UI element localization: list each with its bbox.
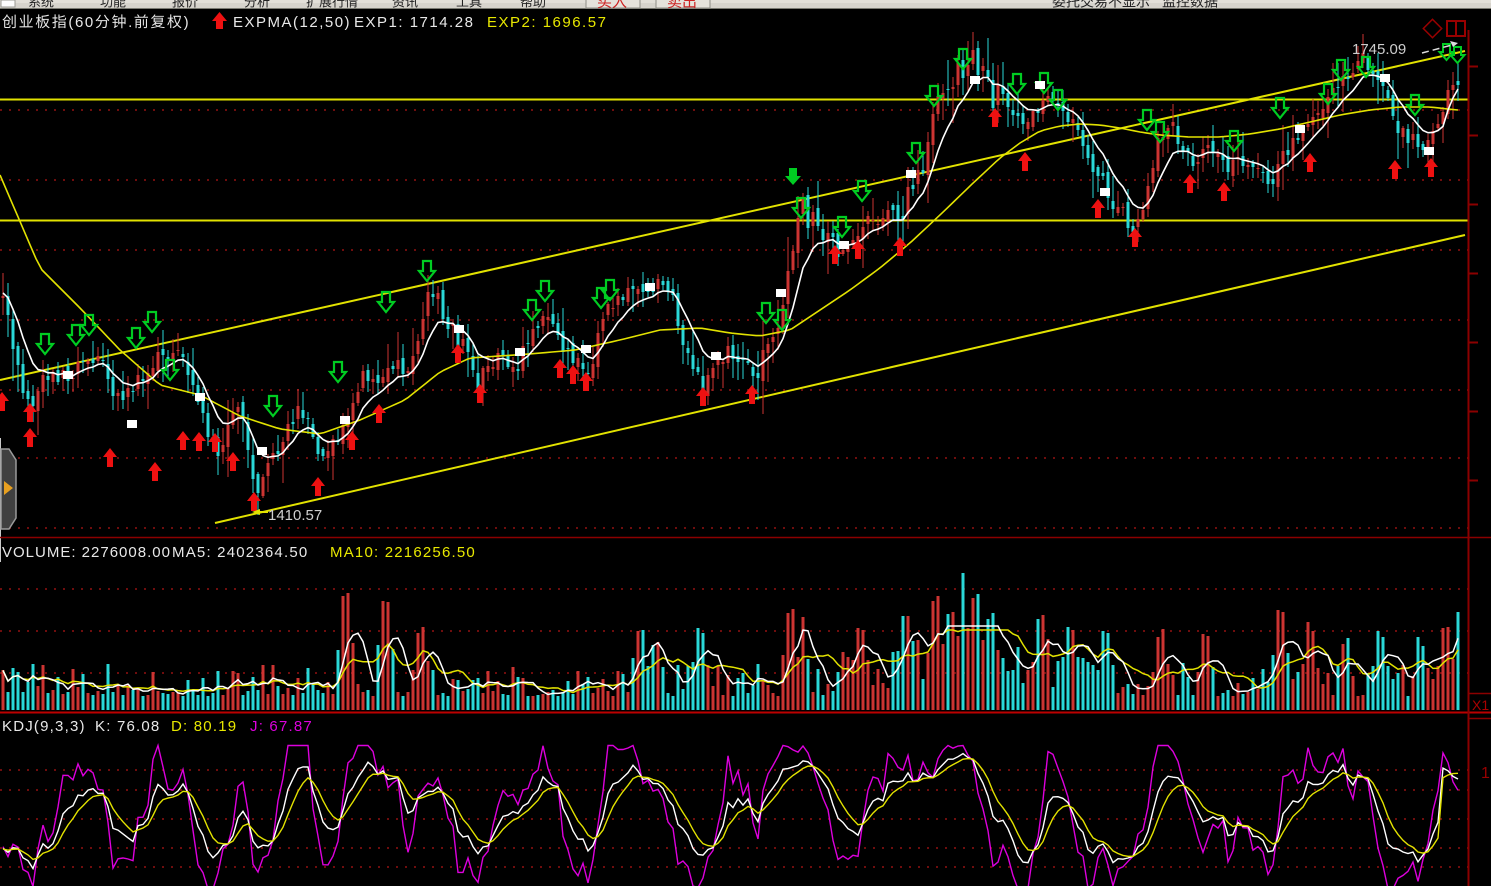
svg-text:EXP2: 1696.57: EXP2: 1696.57 [487, 14, 607, 31]
svg-text:EXP1: 1714.28: EXP1: 1714.28 [354, 14, 474, 31]
svg-text:MA10: 2216256.50: MA10: 2216256.50 [330, 544, 476, 561]
svg-text:1: 1 [1481, 765, 1490, 782]
svg-text:.: . [128, 14, 134, 31]
svg-text:VOLUME: 2276008.00: VOLUME: 2276008.00 [2, 544, 171, 561]
svg-text:(60: (60 [68, 14, 94, 31]
svg-text:X1: X1 [1472, 697, 1489, 713]
svg-text:): ) [184, 14, 191, 31]
svg-text:D: 80.19: D: 80.19 [171, 718, 237, 735]
svg-text:K: 76.08: K: 76.08 [95, 718, 160, 735]
svg-text:1410.57: 1410.57 [268, 507, 322, 524]
svg-text:KDJ(9,3,3): KDJ(9,3,3) [2, 718, 86, 735]
svg-text:MA5: 2402364.50: MA5: 2402364.50 [172, 544, 308, 561]
svg-text:EXPMA(12,50): EXPMA(12,50) [233, 14, 351, 31]
svg-text:1745.09: 1745.09 [1352, 41, 1406, 58]
svg-text:J: 67.87: J: 67.87 [250, 718, 313, 735]
